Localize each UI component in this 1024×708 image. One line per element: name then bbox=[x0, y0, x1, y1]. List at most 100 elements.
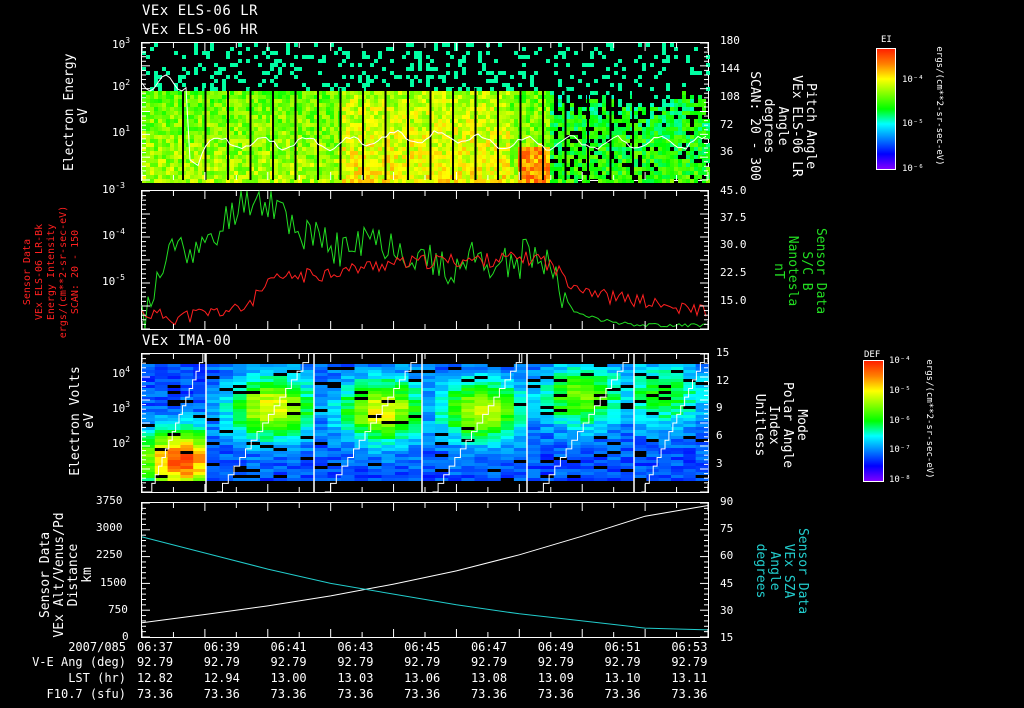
footer-ve-ang-value: 92.79 bbox=[404, 655, 441, 669]
panel3-left-label-line: Electron Volts bbox=[68, 366, 83, 476]
footer-ve-ang-value: 92.79 bbox=[136, 655, 174, 669]
panel3-colorbar-unit: ergs/(cm**2-sr-sec-eV) bbox=[924, 359, 934, 479]
panel2-y2tick: 22.5 bbox=[720, 266, 747, 279]
footer-f107-value: 73.36 bbox=[537, 687, 574, 701]
panel2-right-label-line: S/C B bbox=[799, 251, 814, 291]
panel1-heatmap-svg bbox=[141, 42, 710, 183]
footer-label-ve-ang: V-E Ang (deg) bbox=[32, 655, 126, 669]
panel4-left-label-line: VEx Alt/Venus/Pd bbox=[52, 512, 67, 638]
panel2-left-label-line: VEx ELS-06 LR-Bk bbox=[34, 223, 45, 321]
panel1-colorbar-tick: 10⁻⁶ bbox=[902, 164, 924, 174]
panel4-ytick: 0 bbox=[122, 630, 129, 643]
footer-time-value: 06:45 bbox=[404, 640, 441, 654]
panel1-colorbar bbox=[876, 48, 896, 170]
panel3-colorbar bbox=[863, 360, 884, 482]
panel4-y2tick: 75 bbox=[720, 522, 734, 535]
panel4-ytick: 3750 bbox=[96, 494, 123, 507]
footer-lst-value: 13.06 bbox=[404, 671, 441, 685]
panel1-right-label-line: VEx ELS-06 LR bbox=[789, 75, 804, 177]
panel1-ytick-1000: 103 bbox=[112, 36, 131, 51]
panel1-left-axis-label: Electron Energy eV bbox=[62, 53, 95, 171]
footer-time-value: 06:49 bbox=[537, 640, 574, 654]
panel4-y2tick: 30 bbox=[720, 604, 734, 617]
panel4-right-label-line: Angle bbox=[767, 551, 782, 591]
panel4-left-axis-label: Sensor Data VEx Alt/Venus/Pd Distance km bbox=[38, 505, 97, 645]
panel1-right-label-line: SCAN: 20 - 300 bbox=[747, 71, 762, 181]
panel2-ytick: 10-4 bbox=[102, 227, 125, 242]
footer-f107-value: 73.36 bbox=[470, 687, 508, 701]
panel1-right-axis-label: Pitch Angle VEx ELS-06 LR Angle degrees … bbox=[741, 51, 818, 201]
panel1-y2tick: 108 bbox=[720, 90, 740, 103]
panel3-colorbar-tick: 10⁻⁸ bbox=[889, 475, 911, 485]
panel3-left-axis-label: Electron Volts eV bbox=[68, 366, 101, 476]
panel1-spectrogram bbox=[141, 42, 710, 183]
footer-lst-value: 12.82 bbox=[136, 671, 174, 685]
footer-lst-value: 13.10 bbox=[604, 671, 641, 685]
panel3-colorbar-title: DEF bbox=[864, 350, 881, 360]
panel3-spectrogram bbox=[141, 353, 709, 493]
panel4-left-label-line: Sensor Data bbox=[38, 531, 53, 619]
footer-lst-value: 13.08 bbox=[470, 671, 508, 685]
panel2-y2tick: 37.5 bbox=[720, 211, 747, 224]
footer-lst-value: 13.09 bbox=[537, 671, 574, 685]
panel2-left-label-line: SCAN: 20 - 150 bbox=[70, 229, 81, 315]
panel1-y2tick: 180 bbox=[720, 34, 740, 47]
panel3-right-axis-label: Mode Polar Angle Index Unitless bbox=[746, 367, 809, 483]
panel2-left-axis-label: Sensor Data VEx ELS-06 LR-Bk Energy Inte… bbox=[22, 187, 92, 357]
footer-label-date: 2007/085 bbox=[68, 640, 126, 654]
footer-ve-ang-value: 92.79 bbox=[203, 655, 240, 669]
footer-ve-ang-value: 92.79 bbox=[270, 655, 307, 669]
panel2-right-axis-label: Sensor Data S/C B Nanotesla nT bbox=[765, 215, 828, 327]
footer-f107-value: 73.36 bbox=[604, 687, 641, 701]
footer-ve-ang-value: 92.79 bbox=[337, 655, 374, 669]
footer-lst-value: 13.00 bbox=[270, 671, 307, 685]
footer-lst-value: 13.03 bbox=[337, 671, 374, 685]
panel1-colorbar-unit: ergs/(cm**2-sr-sec-eV) bbox=[934, 46, 944, 166]
footer-f107-value: 73.36 bbox=[203, 687, 240, 701]
footer-f107-value: 73.36 bbox=[136, 687, 174, 701]
panel1-colorbar-tick: 10⁻⁴ bbox=[902, 75, 924, 85]
panel2-lineplot bbox=[141, 189, 709, 330]
panel2-right-label-line: Nanotesla bbox=[785, 235, 800, 307]
panel3-y2tick: 12 bbox=[716, 374, 730, 387]
panel2-right-label-line: Sensor Data bbox=[813, 227, 828, 315]
footer-time-value: 06:53 bbox=[671, 640, 708, 654]
footer-f107-value: 73.36 bbox=[671, 687, 708, 701]
panel3-colorbar-tick: 10⁻⁶ bbox=[889, 416, 911, 426]
panel1-colorbar-tick: 10⁻⁵ bbox=[902, 119, 924, 129]
panel2-y2tick: 30.0 bbox=[720, 238, 747, 251]
panel1-y2tick: 144 bbox=[720, 62, 740, 75]
panel1-title-line-1: VEx ELS-06 LR bbox=[142, 3, 259, 19]
footer-lst-value: 13.11 bbox=[671, 671, 708, 685]
panel1-colorbar-title: EI bbox=[881, 35, 892, 45]
footer-ve-ang-value: 92.79 bbox=[604, 655, 641, 669]
footer-f107-value: 73.36 bbox=[404, 687, 441, 701]
panel1-title-line-2: VEx ELS-06 HR bbox=[142, 22, 259, 38]
panel1-left-label-unit: eV bbox=[76, 108, 91, 124]
panel3-ytick: 104 bbox=[112, 365, 131, 380]
footer-label-lst: LST (hr) bbox=[68, 671, 126, 685]
panel4-ytick: 750 bbox=[108, 603, 128, 616]
footer-lst-value: 12.94 bbox=[203, 671, 240, 685]
footer-time-value: 06:41 bbox=[270, 640, 307, 654]
panel4-right-label-line: VEx SZA bbox=[781, 543, 796, 599]
footer-label-f107: F10.7 (sfu) bbox=[46, 687, 126, 701]
panel3-ytick: 102 bbox=[112, 435, 131, 450]
panel3-right-label-line: Mode bbox=[794, 409, 809, 441]
panel1-right-label-line: Angle bbox=[775, 106, 790, 146]
panel3-colorbar-tick: 10⁻⁷ bbox=[889, 445, 911, 455]
panel3-y2tick: 15 bbox=[716, 346, 730, 359]
panel4-left-label-line: km bbox=[80, 567, 95, 583]
panel3-right-label-line: Unitless bbox=[752, 393, 767, 457]
panel1-left-label-line: Electron Energy bbox=[62, 53, 77, 171]
panel1-right-label-line: Pitch Angle bbox=[803, 82, 818, 170]
panel4-right-label-line: Sensor Data bbox=[795, 527, 810, 615]
panel3-title: VEx IMA-00 bbox=[142, 333, 232, 349]
panel1-y2tick: 72 bbox=[720, 118, 734, 131]
footer-f107-value: 73.36 bbox=[270, 687, 307, 701]
footer-f107-value: 73.36 bbox=[337, 687, 374, 701]
panel4-right-axis-label: Sensor Data VEx SZA Angle degrees bbox=[747, 519, 810, 623]
panel1-ytick-100: 102 bbox=[112, 78, 131, 93]
panel3-ytick: 103 bbox=[112, 400, 131, 415]
panel4-ytick: 3000 bbox=[96, 521, 123, 534]
